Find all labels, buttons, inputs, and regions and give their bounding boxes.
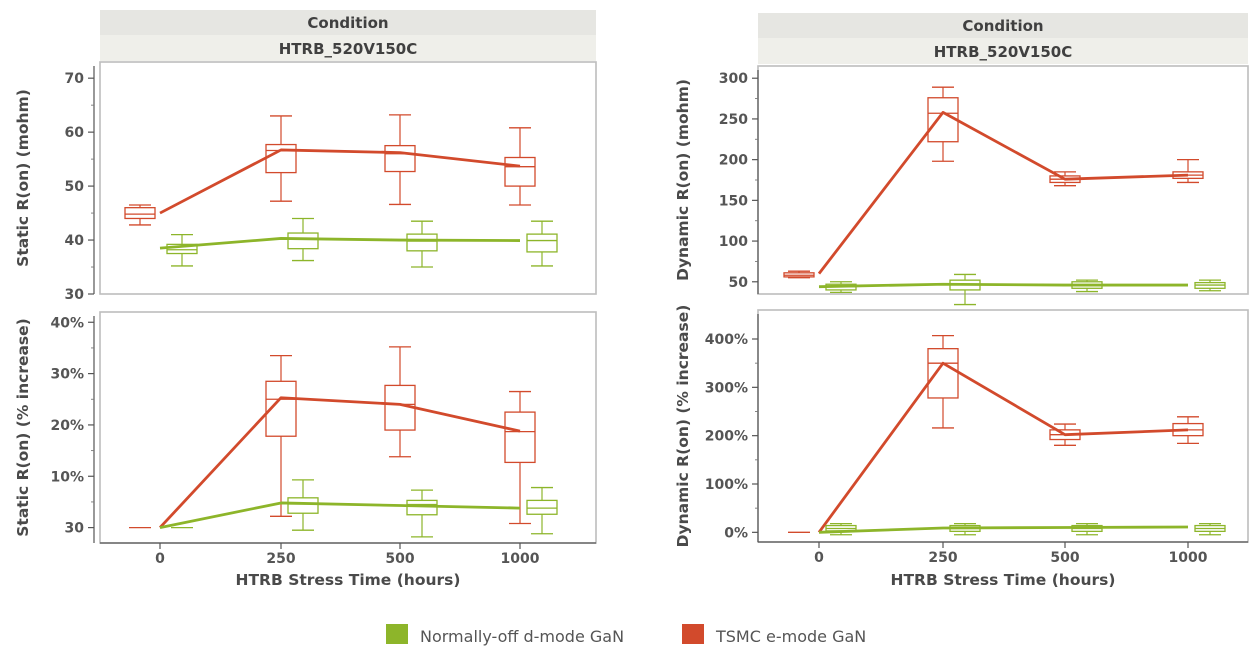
left-facet-header: Condition HTRB_520V150C xyxy=(100,10,596,61)
box-iqr xyxy=(265,380,297,437)
y-tick-label: 30 xyxy=(65,287,85,303)
legend: Normally-off d-mode GaN TSMC e-mode GaN xyxy=(386,624,866,646)
dynamic-ron-pct-panel: 0% 100% 200% 300% 400% Dynamic R(on) (% incre… xyxy=(674,305,1249,566)
box-tsmc xyxy=(1172,158,1204,184)
left-header-value: HTRB_520V150C xyxy=(279,40,418,58)
box-iqr xyxy=(287,497,319,514)
series-line-tsmc xyxy=(158,396,521,529)
series-line-tsmc xyxy=(817,111,1189,275)
y-axis-title: Dynamic R(on) (% increase) xyxy=(674,305,692,548)
box-normally-off xyxy=(1194,279,1226,292)
x-axis-title-left: HTRB Stress Time (hours) xyxy=(236,571,461,589)
y-axis-title: Static R(on) (mohm) xyxy=(14,89,32,267)
box-tsmc xyxy=(124,204,156,226)
x-tick-label: 250 xyxy=(928,550,957,566)
series-line-tsmc xyxy=(159,148,521,215)
legend-swatch-tsmc xyxy=(682,624,704,644)
y-tick-label: 200 xyxy=(719,153,748,169)
right-header-title: Condition xyxy=(962,17,1043,35)
x-tick-label: 0 xyxy=(814,550,824,566)
y-tick-label: 300 xyxy=(719,71,748,87)
box-iqr xyxy=(504,411,536,464)
box-tsmc xyxy=(504,390,536,525)
panel-frame xyxy=(757,65,1249,295)
y-tick-label: 400% xyxy=(705,332,748,348)
panel-frame xyxy=(757,309,1249,543)
x-tick-label: 1000 xyxy=(1169,550,1208,566)
x-axis-title-right: HTRB Stress Time (hours) xyxy=(891,571,1116,589)
legend-label-tsmc: TSMC e-mode GaN xyxy=(715,627,866,646)
box-iqr xyxy=(526,499,558,515)
y-tick-label: 60 xyxy=(65,125,85,141)
y-tick-label: 40 xyxy=(65,233,85,249)
y-tick-label: 0% xyxy=(724,525,748,541)
series-line-tsmc xyxy=(817,361,1189,534)
box-normally-off xyxy=(526,486,558,535)
box-iqr xyxy=(406,233,438,252)
y-tick-label: 40% xyxy=(50,315,84,331)
y-tick-label: 30% xyxy=(50,367,84,383)
x-tick-label: 0 xyxy=(155,551,165,567)
y-tick-label: 70 xyxy=(65,71,85,87)
y-tick-label: 10% xyxy=(50,469,84,485)
static-ron-panel: 30 40 50 60 70 Static R(on) (mohm) xyxy=(14,61,597,303)
box-iqr xyxy=(287,232,319,250)
right-facet-header: Condition HTRB_520V150C xyxy=(758,13,1248,64)
x-tick-label: 1000 xyxy=(501,551,540,567)
y-axis-title: Static R(on) (% increase) xyxy=(14,318,32,537)
y-axis-title: Dynamic R(on) (mohm) xyxy=(674,79,692,281)
right-header-value: HTRB_520V150C xyxy=(934,43,1073,61)
series-line-normally-off xyxy=(159,237,521,250)
left-header-title-cell xyxy=(100,10,596,35)
series-line-normally-off xyxy=(818,282,1188,289)
y-tick-label: 250 xyxy=(719,112,748,128)
right-header-value-cell xyxy=(758,38,1248,64)
y-tick-label: 30 xyxy=(65,521,85,537)
box-tsmc xyxy=(504,127,536,206)
left-header-title: Condition xyxy=(307,14,388,32)
y-tick-label: 50 xyxy=(65,179,85,195)
panel-frame xyxy=(99,311,597,544)
y-tick-label: 300% xyxy=(705,380,748,396)
box-iqr xyxy=(526,233,558,253)
y-tick-label: 150 xyxy=(719,193,748,209)
y-tick-label: 50 xyxy=(729,275,749,291)
box-iqr xyxy=(384,144,416,173)
legend-label-normally-off: Normally-off d-mode GaN xyxy=(420,627,624,646)
panel-frame xyxy=(99,61,597,295)
y-tick-label: 200% xyxy=(705,429,748,445)
y-tick-label: 100 xyxy=(719,234,748,250)
x-tick-label: 500 xyxy=(1050,550,1079,566)
box-normally-off xyxy=(526,220,558,267)
legend-swatch-normally-off xyxy=(386,624,408,644)
box-iqr xyxy=(124,207,156,220)
y-tick-label: 20% xyxy=(50,418,84,434)
y-tick-label: 100% xyxy=(705,477,748,493)
box-iqr xyxy=(504,156,536,187)
static-ron-pct-panel: 30 10% 20% 30% 40% Static R(on) (% increase) 0… xyxy=(14,311,597,567)
dynamic-ron-panel: 50 100 150 200 250 300 Dynamic R(on) (mohm) xyxy=(674,65,1249,306)
x-tick-label: 250 xyxy=(266,551,295,567)
x-tick-label: 500 xyxy=(385,551,414,567)
box-tsmc xyxy=(384,346,416,458)
box-normally-off xyxy=(1194,522,1226,536)
series-line-normally-off xyxy=(818,525,1189,534)
left-header-value-cell xyxy=(100,35,596,61)
box-tsmc xyxy=(783,270,815,279)
right-header-title-cell xyxy=(758,13,1248,38)
series-line-normally-off xyxy=(159,501,521,529)
